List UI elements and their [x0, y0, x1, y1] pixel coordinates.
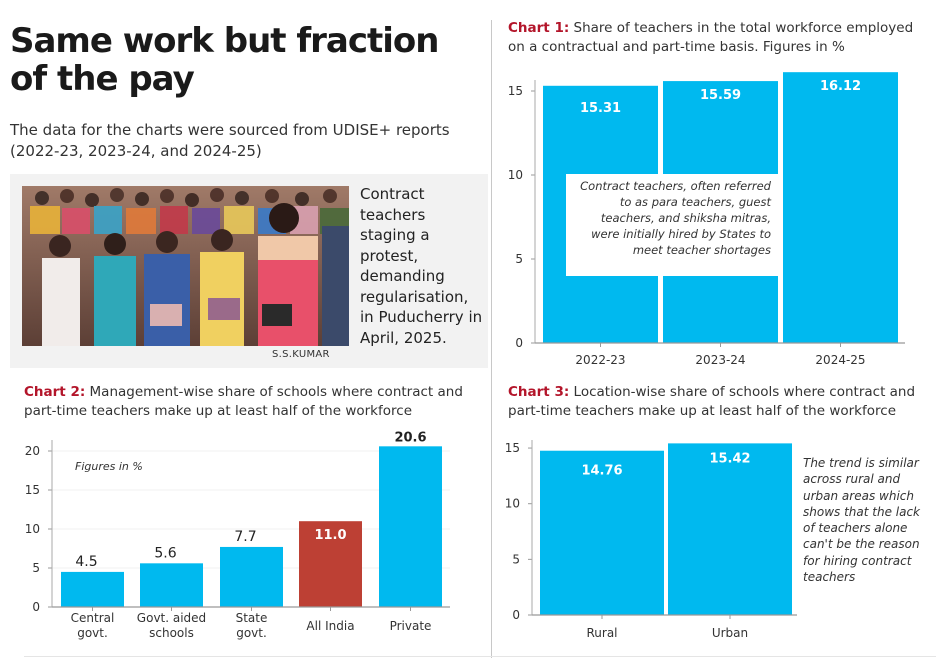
- chart3-category-label: Rural: [586, 626, 617, 640]
- chart1-value-label: 15.59: [700, 88, 741, 103]
- page-title: Same work but fraction of the pay: [10, 21, 440, 99]
- chart1-category-label: 2024-25: [815, 353, 865, 367]
- chart3-ytick-label: 0: [512, 608, 520, 622]
- chart2-value-label: 7.7: [234, 529, 256, 545]
- page-subtitle: The data for the charts were sourced fro…: [10, 121, 450, 160]
- chart3-heading: Chart 3: Location-wise share of schools …: [508, 383, 933, 421]
- chart2-title: Management-wise share of schools where c…: [24, 384, 463, 419]
- chart2-category-label: State: [236, 611, 268, 625]
- chart1-label: Chart 1:: [508, 20, 570, 36]
- chart2-ytick-label: 5: [32, 561, 40, 575]
- chart2-heading: Chart 2: Management-wise share of school…: [24, 383, 489, 421]
- chart2-value-label: 5.6: [154, 545, 176, 561]
- chart2-category-label: Central: [71, 611, 115, 625]
- chart3-label: Chart 3:: [508, 384, 570, 400]
- chart1-ytick-label: 15: [508, 84, 523, 98]
- chart1-title: Share of teachers in the total workforce…: [508, 20, 914, 55]
- protest-photo: [22, 186, 349, 346]
- chart2-ytick-label: 0: [32, 600, 40, 614]
- chart2-bar: [61, 571, 124, 607]
- chart2-annotation: Figures in %: [75, 460, 143, 473]
- chart2-category-label: govt.: [236, 626, 267, 640]
- chart2-ytick-label: 20: [25, 444, 40, 458]
- chart2-category-label: schools: [149, 626, 194, 640]
- chart2-value-label: 4.5: [75, 554, 97, 570]
- chart1-annotation: Contract teachers, often referred to as …: [566, 174, 779, 276]
- chart2-category-label: Govt. aided: [137, 611, 206, 625]
- chart2-category-label: govt.: [77, 626, 108, 640]
- chart3-value-label: 15.42: [709, 451, 750, 466]
- chart1-ytick-label: 10: [508, 168, 523, 182]
- chart1-category-label: 2022-23: [575, 353, 625, 367]
- chart2-bar: [379, 446, 442, 607]
- chart1-value-label: 16.12: [820, 79, 861, 94]
- chart3-annotation: The trend is similar across rural and ur…: [803, 456, 921, 585]
- chart3-ytick-label: 5: [512, 552, 520, 566]
- chart2-ytick-label: 10: [25, 522, 40, 536]
- chart1-value-label: 15.31: [580, 101, 621, 116]
- photo-credit: S.S.KUMAR: [272, 349, 330, 360]
- photo-caption: Contract teachers staging a protest, dem…: [360, 185, 483, 347]
- chart3-ytick-label: 10: [505, 497, 520, 511]
- chart3-ytick-label: 15: [505, 441, 520, 455]
- protest-photo-illustration: [22, 186, 349, 346]
- chart2-category-label: Private: [390, 619, 432, 633]
- chart2-bar: [140, 563, 203, 607]
- chart2-value-label: 20.6: [394, 430, 426, 445]
- bottom-rule: [24, 656, 936, 657]
- chart3-title: Location-wise share of schools where con…: [508, 384, 916, 419]
- chart2-label: Chart 2:: [24, 384, 86, 400]
- chart3-bar: [540, 450, 664, 615]
- chart2-ytick-label: 15: [25, 483, 40, 497]
- column-divider: [491, 20, 492, 658]
- chart1-ytick-label: 0: [515, 336, 523, 350]
- chart1-ytick-label: 5: [515, 252, 523, 266]
- chart2-bar: [220, 546, 283, 607]
- chart2-category-label: All India: [306, 619, 354, 633]
- chart1-heading: Chart 1: Share of teachers in the total …: [508, 19, 933, 57]
- chart2-bar: [299, 521, 362, 607]
- chart3-value-label: 14.76: [581, 464, 622, 479]
- chart3-bar: [668, 443, 792, 615]
- chart1-category-label: 2023-24: [695, 353, 745, 367]
- chart3-category-label: Urban: [712, 626, 748, 640]
- chart2-value-label: 11.0: [314, 528, 346, 543]
- chart1-bar: [783, 72, 898, 344]
